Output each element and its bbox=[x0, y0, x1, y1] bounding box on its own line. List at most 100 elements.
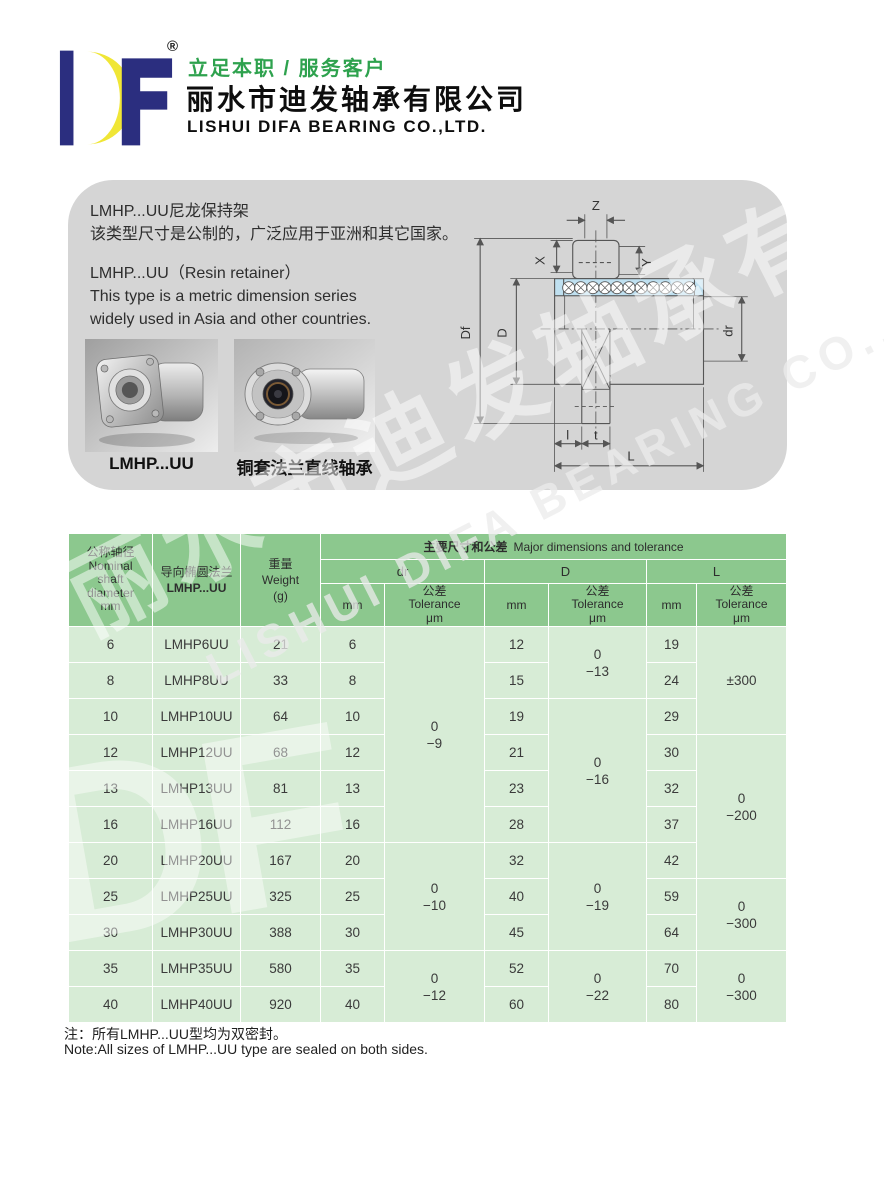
cell-d-mm: 40 bbox=[484, 878, 549, 915]
cell-l-tolerance: 0 −300 bbox=[695, 950, 788, 1023]
cell-d-tolerance: 0 −16 bbox=[548, 698, 647, 843]
cell-model: LMHP40UU bbox=[152, 986, 241, 1023]
cell-l-tolerance: 0 −300 bbox=[695, 878, 788, 951]
cell-d-mm: 45 bbox=[484, 914, 549, 951]
cell-l-mm: 32 bbox=[646, 770, 697, 807]
dim-label-l-small: l bbox=[566, 428, 569, 443]
cell-d-tolerance: 0 −13 bbox=[548, 626, 647, 699]
col-header-l-mm: mm bbox=[646, 583, 697, 627]
cell-dr-tolerance: 0 −10 bbox=[384, 842, 485, 951]
cell-model: LMHP13UU bbox=[152, 770, 241, 807]
cell-model: LMHP12UU bbox=[152, 734, 241, 771]
cell-nominal: 10 bbox=[68, 698, 153, 735]
cell-nominal: 30 bbox=[68, 914, 153, 951]
cell-nominal: 20 bbox=[68, 842, 153, 879]
col-header-model: 导向椭圆法兰 LMHP...UU bbox=[152, 533, 241, 627]
product-desc-en-2: widely used in Asia and other countries. bbox=[90, 311, 372, 328]
table-header-row-1: 公称轴径 Nominal shaft diameter mm 导向椭圆法兰 LM… bbox=[68, 533, 788, 627]
cell-l-mm: 64 bbox=[646, 914, 697, 951]
dim-label-z: Z bbox=[592, 198, 600, 213]
company-name-en: LISHUI DIFA BEARING CO.,LTD. bbox=[187, 117, 487, 136]
company-logo-icon bbox=[59, 50, 173, 146]
cell-l-mm: 29 bbox=[646, 698, 697, 735]
cell-weight: 64 bbox=[240, 698, 321, 735]
dim-label-x: X bbox=[533, 256, 548, 265]
cell-model: LMHP16UU bbox=[152, 806, 241, 843]
cell-d-mm: 21 bbox=[484, 734, 549, 771]
cell-dr-mm: 13 bbox=[320, 770, 385, 807]
cell-dr-mm: 35 bbox=[320, 950, 385, 987]
product-desc-en-1: This type is a metric dimension series bbox=[90, 288, 357, 305]
company-name-cn: 丽水市迪发轴承有限公司 bbox=[186, 84, 528, 115]
dim-label-y: Y bbox=[639, 258, 654, 267]
cell-l-mm: 70 bbox=[646, 950, 697, 987]
cell-l-mm: 59 bbox=[646, 878, 697, 915]
col-header-weight: 重量 Weight (g) bbox=[240, 533, 321, 627]
dim-label-l-big: L bbox=[627, 449, 634, 464]
cell-weight: 33 bbox=[240, 662, 321, 699]
cell-model: LMHP20UU bbox=[152, 842, 241, 879]
product-photo-oval-flange bbox=[234, 339, 375, 452]
cell-nominal: 35 bbox=[68, 950, 153, 987]
col-header-dr: dr bbox=[320, 559, 485, 584]
cell-l-mm: 80 bbox=[646, 986, 697, 1023]
product-title-en: LMHP...UU（Resin retainer） bbox=[90, 265, 301, 282]
cell-model: LMHP10UU bbox=[152, 698, 241, 735]
cell-dr-mm: 40 bbox=[320, 986, 385, 1023]
cell-d-mm: 60 bbox=[484, 986, 549, 1023]
cell-nominal: 25 bbox=[68, 878, 153, 915]
table-row: 12 LMHP12UU 68 12 21 30 0 −200 bbox=[68, 734, 788, 879]
table-row: 16 LMHP16UU 112 16 28 37 bbox=[68, 806, 787, 843]
cell-model: LMHP25UU bbox=[152, 878, 241, 915]
cell-l-tolerance: ±300 bbox=[695, 626, 788, 735]
table-row: 25 LMHP25UU 325 25 40 59 0 −300 bbox=[68, 878, 788, 951]
dim-label-d: D bbox=[494, 328, 509, 337]
product-title-cn: LMHP...UU尼龙保持架 bbox=[90, 203, 249, 220]
col-header-dr-tolerance: 公差 Tolerance μm bbox=[384, 583, 485, 627]
cell-model: LMHP8UU bbox=[152, 662, 241, 699]
dim-label-dr: dr bbox=[721, 325, 736, 337]
cell-l-mm: 30 bbox=[646, 734, 697, 771]
cell-weight: 920 bbox=[240, 986, 321, 1023]
cell-dr-mm: 16 bbox=[320, 806, 385, 843]
table-row: 20 LMHP20UU 167 20 0 −10 32 0 −19 42 bbox=[68, 842, 787, 951]
registered-trademark: ® bbox=[167, 38, 179, 55]
note-cn: 注：所有LMHP...UU型均为双密封。 bbox=[64, 1026, 287, 1042]
cell-d-mm: 19 bbox=[484, 698, 549, 735]
cell-weight: 325 bbox=[240, 878, 321, 915]
cell-weight: 580 bbox=[240, 950, 321, 987]
col-header-l-tolerance: 公差 Tolerance μm bbox=[695, 583, 788, 627]
cell-nominal: 13 bbox=[68, 770, 153, 807]
table-row: 8 LMHP8UU 33 8 15 24 bbox=[68, 662, 787, 699]
col-header-d-mm: mm bbox=[484, 583, 549, 627]
note-en: Note:All sizes of LMHP...UU type are sea… bbox=[64, 1041, 428, 1057]
cell-d-mm: 15 bbox=[484, 662, 549, 699]
cell-d-tolerance: 0 −22 bbox=[548, 950, 647, 1023]
table-row: 13 LMHP13UU 81 13 23 32 bbox=[68, 770, 787, 807]
cell-d-mm: 52 bbox=[484, 950, 549, 987]
cell-model: LMHP6UU bbox=[152, 626, 241, 663]
cell-weight: 81 bbox=[240, 770, 321, 807]
cell-l-mm: 19 bbox=[646, 626, 697, 663]
cell-model: LMHP30UU bbox=[152, 914, 241, 951]
cell-l-mm: 37 bbox=[646, 806, 697, 843]
product-photo-square-flange bbox=[85, 339, 218, 452]
dimension-diagram: Z X Y Df D dr l t L bbox=[458, 198, 748, 472]
spec-table: 公称轴径 Nominal shaft diameter mm 导向椭圆法兰 LM… bbox=[68, 533, 788, 1023]
product-intro-panel: LMHP...UU尼龙保持架 该类型尺寸是公制的，广泛应用于亚洲和其它国家。 L… bbox=[68, 180, 787, 490]
photo-left-caption: LMHP...UU bbox=[109, 454, 194, 473]
col-header-d: D bbox=[484, 559, 647, 584]
cell-nominal: 40 bbox=[68, 986, 153, 1023]
cell-dr-mm: 6 bbox=[320, 626, 385, 663]
cell-dr-mm: 30 bbox=[320, 914, 385, 951]
dim-label-df: Df bbox=[458, 326, 473, 339]
product-desc-cn: 该类型尺寸是公制的，广泛应用于亚洲和其它国家。 bbox=[90, 226, 459, 243]
company-slogan: 立足本职 / 服务客户 bbox=[188, 58, 387, 80]
photo-right-caption: 铜套法兰直线轴承 bbox=[236, 459, 373, 478]
cell-nominal: 16 bbox=[68, 806, 153, 843]
cell-dr-mm: 10 bbox=[320, 698, 385, 735]
cell-nominal: 12 bbox=[68, 734, 153, 771]
cell-dr-mm: 8 bbox=[320, 662, 385, 699]
cell-nominal: 8 bbox=[68, 662, 153, 699]
col-header-l: L bbox=[645, 559, 788, 584]
